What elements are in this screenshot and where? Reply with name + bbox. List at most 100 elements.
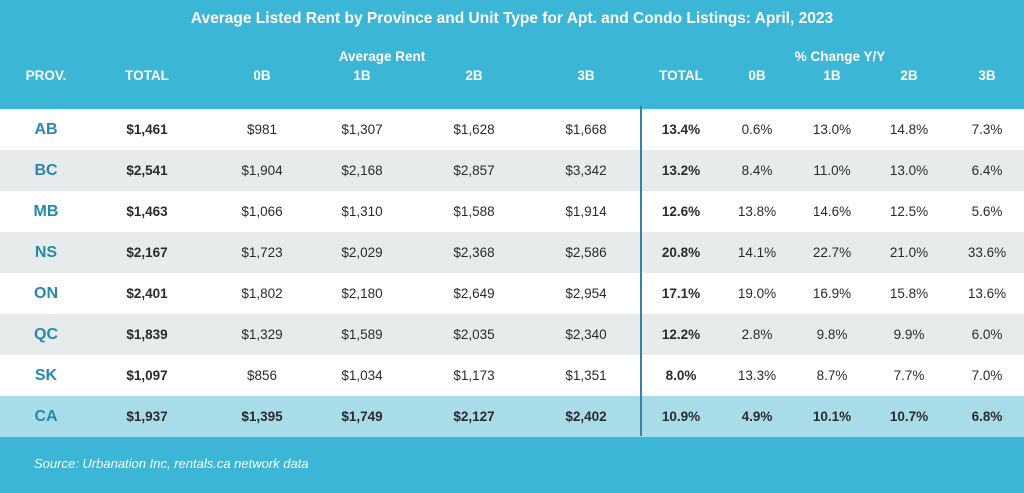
table-cell: $1,749	[341, 409, 383, 424]
table-cell: 6.4%	[971, 163, 1003, 178]
province-label: BC	[34, 162, 58, 179]
group-header-rent: Average Rent	[338, 49, 426, 64]
table-cell: 0.6%	[741, 122, 773, 137]
table-cell: 8.0%	[665, 368, 697, 383]
column-header: 1B	[823, 68, 841, 83]
table-cell: 13.0%	[812, 122, 852, 137]
table-cell: 4.9%	[741, 409, 773, 424]
table-cell: $981	[246, 122, 278, 137]
table-cell: $2,168	[341, 163, 383, 178]
table-cell: $1,589	[341, 327, 383, 342]
table-cell: 8.4%	[741, 163, 773, 178]
table-cell: $1,461	[126, 122, 168, 137]
source-note: Source: Urbanation Inc, rentals.ca netwo…	[34, 456, 309, 471]
column-header: 2B	[900, 68, 918, 83]
table-cell: 12.2%	[661, 327, 701, 342]
table-cell: 17.1%	[661, 286, 701, 301]
province-label: QC	[34, 326, 58, 343]
table-cell: 14.1%	[737, 245, 777, 260]
province-label: ON	[34, 285, 58, 302]
table-row	[0, 355, 1024, 396]
table-cell: $2,402	[565, 409, 607, 424]
table-cell: 12.6%	[661, 204, 701, 219]
table-cell: $1,628	[453, 122, 495, 137]
table-cell: 5.6%	[971, 204, 1003, 219]
table-cell: 7.0%	[971, 368, 1003, 383]
table-cell: $1,173	[453, 368, 495, 383]
table-row	[0, 191, 1024, 232]
table-cell: 13.3%	[737, 368, 777, 383]
province-label: CA	[34, 408, 58, 425]
table-cell: 21.0%	[889, 245, 929, 260]
province-label: SK	[34, 367, 58, 384]
table-cell: 14.6%	[812, 204, 852, 219]
table-cell: $1,395	[241, 409, 283, 424]
column-header: 0B	[253, 68, 271, 83]
table-cell: 9.9%	[893, 327, 925, 342]
table-row	[0, 109, 1024, 150]
column-header: 0B	[748, 68, 766, 83]
table-cell: 9.8%	[816, 327, 848, 342]
table-cell: 33.6%	[967, 245, 1007, 260]
table-title: Average Listed Rent by Province and Unit…	[190, 10, 834, 27]
table-cell: $1,307	[341, 122, 383, 137]
table-cell: $2,167	[126, 245, 168, 260]
table-cell: $1,588	[453, 204, 495, 219]
table-cell: $1,097	[126, 368, 168, 383]
table-cell: $2,586	[565, 245, 607, 260]
table-cell: 13.0%	[889, 163, 929, 178]
table-cell: $1,329	[241, 327, 283, 342]
table-cell: $2,029	[341, 245, 383, 260]
column-header: PROV.	[25, 68, 67, 83]
table-cell: 12.5%	[889, 204, 929, 219]
table-cell: $1,668	[565, 122, 607, 137]
table-cell: $2,541	[126, 163, 168, 178]
table-cell: 10.9%	[661, 409, 701, 424]
table-cell: 13.6%	[967, 286, 1007, 301]
table-cell: 6.0%	[971, 327, 1003, 342]
table-cell: $1,066	[241, 204, 283, 219]
table-cell: $2,180	[341, 286, 383, 301]
table-cell: $2,035	[453, 327, 495, 342]
table-cell: 11.0%	[813, 163, 851, 178]
province-label: MB	[33, 203, 59, 220]
table-cell: 10.1%	[812, 409, 852, 424]
table-cell: 20.8%	[661, 245, 701, 260]
table-cell: $1,034	[341, 368, 383, 383]
table-cell: 2.8%	[741, 327, 773, 342]
column-header: 3B	[577, 68, 595, 83]
table-cell: $856	[246, 368, 278, 383]
table-cell: 10.7%	[889, 409, 929, 424]
column-divider	[640, 106, 642, 436]
table-cell: $1,723	[241, 245, 283, 260]
table-cell: $1,904	[241, 163, 283, 178]
table-row	[0, 232, 1024, 273]
table-row	[0, 396, 1024, 437]
table-cell: 13.2%	[661, 163, 701, 178]
column-header: 2B	[465, 68, 483, 83]
table-cell: $1,914	[565, 204, 607, 219]
table-cell: $2,340	[565, 327, 607, 342]
column-header: 1B	[353, 68, 371, 83]
province-label: NS	[34, 244, 58, 261]
table-cell: 14.8%	[889, 122, 929, 137]
table-row	[0, 150, 1024, 191]
table-row	[0, 273, 1024, 314]
table-cell: $2,649	[453, 286, 495, 301]
group-header-change: % Change Y/Y	[794, 49, 886, 64]
table-cell: 8.7%	[816, 368, 848, 383]
table-cell: 6.8%	[971, 409, 1003, 424]
table-cell: $2,401	[126, 286, 168, 301]
column-header: TOTAL	[125, 68, 169, 83]
table-cell: $1,310	[341, 204, 383, 219]
table-cell: 16.9%	[812, 286, 852, 301]
table-cell: 13.4%	[661, 122, 701, 137]
column-header: 3B	[978, 68, 996, 83]
table-cell: $2,127	[453, 409, 495, 424]
province-label: AB	[34, 121, 58, 138]
table-row	[0, 314, 1024, 355]
table-cell: 13.8%	[737, 204, 777, 219]
table-cell: $1,937	[126, 409, 168, 424]
table-cell: $2,857	[453, 163, 495, 178]
table-cell: $1,839	[126, 327, 168, 342]
